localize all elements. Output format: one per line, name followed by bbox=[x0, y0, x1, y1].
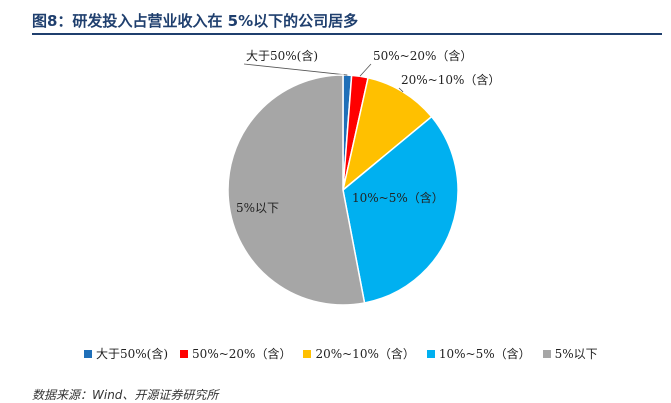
leader-line bbox=[359, 63, 372, 77]
chart-legend: 大于50%(含) 50%~20%（含） 20%~10%（含） 10%~5%（含） 5%以… bbox=[84, 345, 598, 362]
leader-line bbox=[398, 87, 404, 93]
legend-label: 5%以下 bbox=[554, 347, 598, 361]
pie-slice bbox=[342, 115, 459, 304]
legend-swatch bbox=[303, 349, 312, 358]
slice-label: 大于50%(含) bbox=[246, 48, 318, 63]
pie-slice bbox=[341, 76, 433, 192]
legend-label: 50%~20%（含） bbox=[192, 347, 292, 361]
legend-item: 大于50%(含) bbox=[84, 345, 168, 362]
title-divider bbox=[32, 33, 662, 35]
pie-slice bbox=[227, 74, 366, 306]
slice-label: 20%~10%（含） bbox=[401, 72, 500, 87]
slice-label: 50%~20%（含） bbox=[373, 48, 472, 63]
legend-swatch bbox=[426, 349, 435, 358]
legend-item: 20%~10%（含） bbox=[303, 345, 415, 362]
source-note: 数据来源：Wind、开源证券研究所 bbox=[32, 388, 219, 402]
legend-swatch bbox=[542, 349, 551, 358]
legend-swatch bbox=[180, 349, 189, 358]
figure-title: 图8：研发投入占营业收入在 5%以下的公司居多 bbox=[32, 12, 359, 30]
legend-label: 大于50%(含) bbox=[96, 347, 169, 361]
legend-item: 5%以下 bbox=[542, 345, 598, 362]
slice-label: 10%~5%（含） bbox=[352, 190, 444, 205]
legend-label: 20%~10%（含） bbox=[315, 347, 415, 361]
legend-swatch bbox=[84, 349, 92, 358]
leader-line bbox=[243, 63, 348, 76]
legend-item: 50%~20%（含） bbox=[180, 345, 291, 362]
slice-label: 5%以下 bbox=[236, 201, 279, 215]
legend-label: 10%~5%（含） bbox=[438, 347, 531, 361]
legend-item: 10%~5%（含） bbox=[426, 345, 531, 362]
